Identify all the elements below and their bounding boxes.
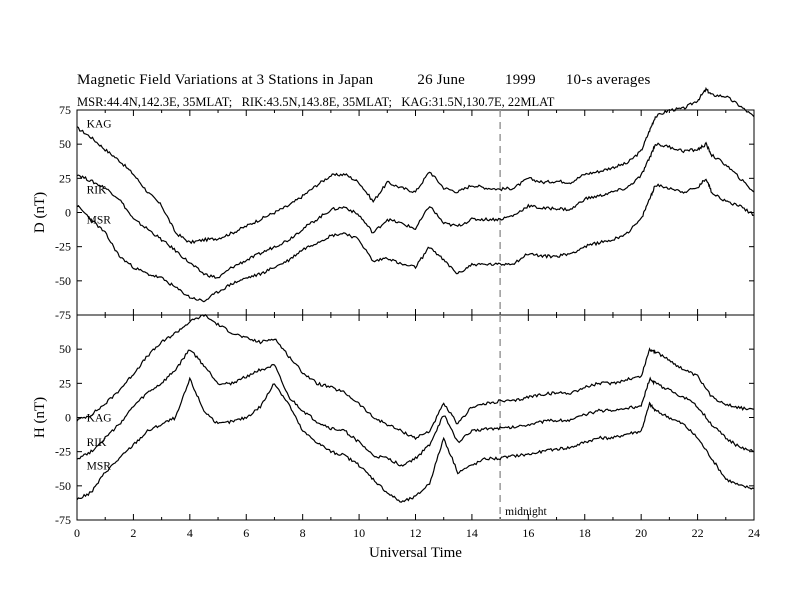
y-axis-label: H (nT) [32,397,48,438]
x-tick-label: 12 [410,526,422,540]
x-tick-label: 20 [635,526,647,540]
y-tick-label: 50 [59,137,71,151]
x-tick-label: 22 [692,526,704,540]
y-tick-label: 0 [65,206,71,220]
x-tick-label: 4 [187,526,193,540]
series-label-msr: MSR [87,214,112,226]
series-line-msr [76,178,755,303]
midnight-label: midnight [505,506,547,518]
x-tick-label: 8 [300,526,306,540]
y-tick-label: 0 [65,411,71,425]
title-main: Magnetic Field Variations at 3 Stations … [77,72,374,88]
x-tick-label: 6 [243,526,249,540]
x-tick-label: 18 [579,526,591,540]
series-label-kag: KAG [87,413,112,425]
title-year: 1999 [505,72,536,88]
series-label-rik: RIK [87,437,108,449]
y-tick-label: -25 [55,445,71,459]
x-axis-label: Universal Time [369,545,462,561]
series-label-msr: MSR [87,460,112,472]
series-line-msr [76,376,755,503]
series-label-rik: RIK [87,184,108,196]
y-tick-label: -50 [55,479,71,493]
series-line-rik [76,141,755,279]
x-tick-label: 14 [466,526,478,540]
title-averaging: 10-s averages [565,72,651,88]
series-line-kag [76,313,755,441]
panel-frame [76,109,755,316]
y-tick-label: 25 [59,171,71,185]
y-tick-label: -25 [55,240,71,254]
x-tick-label: 10 [353,526,365,540]
y-tick-label: 50 [59,342,71,356]
series-line-rik [76,349,755,467]
series-line-kag [76,86,755,245]
x-tick-label: 2 [130,526,136,540]
title-date: 26 June [417,72,466,88]
x-tick-label: 0 [74,526,80,540]
x-tick-label: 16 [522,526,534,540]
x-tick-label: 24 [748,526,760,540]
y-tick-label: -50 [55,274,71,288]
y-tick-label: -75 [55,308,71,322]
y-tick-label: -75 [55,513,71,527]
y-tick-label: 25 [59,376,71,390]
y-tick-label: 75 [59,103,71,117]
y-axis-label: D (nT) [32,192,48,233]
chart-title: Magnetic Field Variations at 3 Stations … [77,72,651,89]
series-label-kag: KAG [87,119,112,131]
chart-subtitle: MSR:44.4N,142.3E, 35MLAT; RIK:43.5N,143.… [77,95,555,109]
panel-frame [76,314,755,521]
